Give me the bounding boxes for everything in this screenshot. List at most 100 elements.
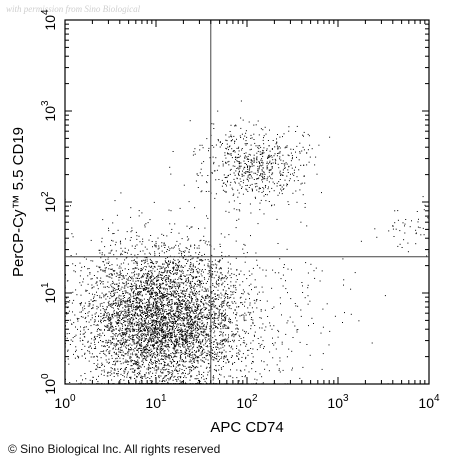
event-dot: [96, 378, 97, 380]
event-dot: [106, 315, 108, 317]
event-dot: [227, 301, 228, 303]
event-dot: [136, 304, 138, 306]
event-dot: [148, 334, 149, 336]
event-dot: [167, 339, 169, 341]
event-dot: [122, 314, 124, 316]
event-dot: [194, 244, 195, 246]
event-dot: [112, 222, 114, 224]
event-dot: [110, 341, 112, 343]
event-dot: [194, 288, 196, 290]
event-dot: [218, 312, 220, 314]
event-dot: [134, 334, 136, 336]
event-dot: [158, 252, 160, 254]
event-dot: [190, 343, 192, 345]
event-dot: [239, 315, 241, 317]
event-dot: [119, 322, 121, 324]
event-dot: [155, 324, 157, 326]
event-dot: [197, 382, 199, 384]
event-dot: [177, 320, 179, 321]
event-dot: [150, 332, 152, 334]
event-dot: [167, 303, 168, 305]
event-dot: [225, 312, 226, 314]
event-dot: [155, 366, 157, 368]
event-dot: [162, 330, 164, 331]
event-dot: [227, 359, 229, 361]
event-dot: [174, 278, 176, 280]
event-dot: [259, 267, 261, 269]
event-dot: [159, 255, 160, 257]
event-dot: [254, 335, 255, 337]
event-dot: [64, 321, 66, 323]
event-dot: [144, 356, 146, 358]
event-dot: [133, 262, 135, 264]
event-dot: [134, 363, 136, 365]
event-dot: [186, 247, 188, 249]
event-dot: [181, 360, 183, 362]
event-dot: [236, 312, 238, 314]
event-dot: [143, 329, 145, 331]
event-dot: [124, 361, 126, 363]
event-dot: [178, 336, 180, 338]
event-dot: [142, 241, 144, 243]
event-dot: [214, 335, 216, 337]
event-dot: [221, 274, 223, 276]
event-dot: [169, 383, 171, 385]
event-dot: [176, 370, 178, 372]
event-dot: [157, 328, 159, 330]
event-dot: [111, 316, 113, 317]
event-dot: [238, 380, 240, 382]
event-dot: [128, 348, 129, 350]
event-dot: [191, 226, 193, 228]
event-dot: [138, 330, 140, 332]
event-dot: [89, 272, 91, 273]
event-dot: [225, 296, 226, 298]
event-dot: [197, 305, 199, 307]
event-dot: [196, 276, 198, 278]
event-dot: [122, 293, 124, 295]
event-dot: [200, 239, 202, 241]
event-dot: [124, 301, 126, 303]
event-dot: [99, 352, 101, 354]
event-dot: [122, 269, 123, 271]
event-dot: [193, 337, 195, 339]
event-dot: [177, 310, 179, 312]
event-dot: [183, 300, 185, 302]
event-dot: [131, 289, 133, 291]
event-dot: [172, 313, 174, 315]
event-dot: [209, 317, 211, 319]
event-dot: [80, 304, 82, 306]
event-dot: [206, 335, 208, 336]
event-dot: [148, 365, 150, 367]
event-dot: [118, 282, 120, 284]
event-dot: [174, 291, 176, 293]
event-dot: [200, 343, 202, 345]
event-dot: [189, 379, 191, 381]
event-dot: [165, 309, 167, 310]
event-dot: [143, 383, 145, 385]
event-dot: [178, 316, 180, 318]
event-dot: [160, 383, 162, 385]
event-dot: [218, 277, 220, 279]
event-dot: [203, 361, 205, 363]
event-dot: [234, 301, 236, 303]
event-dot: [153, 283, 155, 285]
event-dot: [113, 343, 115, 345]
event-dot: [108, 320, 110, 322]
event-dot: [202, 328, 204, 330]
event-dot: [225, 338, 227, 340]
event-dot: [103, 350, 105, 352]
event-dot: [228, 321, 230, 322]
event-dot: [156, 286, 157, 288]
event-dot: [83, 305, 85, 307]
event-dot: [245, 365, 247, 367]
event-dot: [154, 300, 156, 302]
event-dot: [185, 335, 187, 337]
event-dot: [152, 324, 154, 326]
event-dot: [166, 295, 168, 296]
event-dot: [188, 322, 190, 324]
event-dot: [185, 308, 187, 310]
event-dot: [100, 319, 102, 321]
event-dot: [119, 290, 121, 291]
event-dot: [119, 329, 121, 331]
event-dot: [139, 347, 141, 349]
